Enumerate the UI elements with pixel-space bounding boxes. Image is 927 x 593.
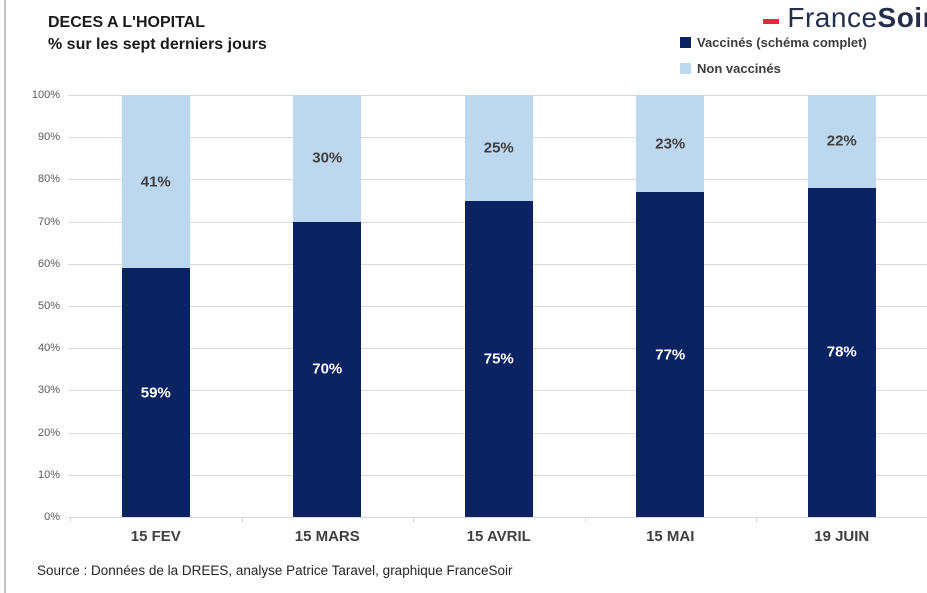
y-axis-tick-label: 70%: [37, 215, 60, 228]
y-axis-tick-label: 50%: [37, 300, 60, 312]
legend-item: Vaccinés (schéma complet): [680, 34, 867, 50]
bar-value-label-non-vaccines: 30%: [312, 149, 343, 167]
gridline: [68, 517, 927, 518]
y-axis-tick-label: 80%: [37, 173, 60, 186]
bar-segment-non-vaccines: [293, 95, 362, 222]
y-axis-tick-label: 60%: [37, 257, 60, 270]
y-axis-tick-label: 0%: [44, 511, 60, 523]
x-axis-tick-mark: [70, 517, 71, 522]
bar-segment-vaccines: [807, 187, 876, 517]
bar-value-label-vaccines: 78%: [826, 343, 857, 361]
x-axis-category-label: 15 MARS: [294, 528, 360, 545]
bar-segment-non-vaccines: [636, 95, 705, 193]
bar-value-label-non-vaccines: 23%: [655, 135, 686, 153]
x-axis-tick-mark: [413, 517, 414, 522]
bar-value-label-vaccines: 59%: [140, 384, 171, 401]
chart-title-block: DECES A L'HOPITAL % sur les sept dernier…: [48, 12, 267, 56]
x-axis-tick-mark: [756, 517, 757, 522]
bar-value-label-vaccines: 75%: [483, 350, 514, 368]
legend-swatch: [680, 36, 691, 48]
logo-dash-icon: [763, 19, 780, 24]
x-axis-category-label: 15 FEV: [130, 528, 181, 545]
legend-item: Non vaccinés: [680, 60, 867, 76]
bar-value-label-non-vaccines: 22%: [826, 132, 857, 150]
chart-subtitle: % sur les sept derniers jours: [48, 36, 267, 53]
y-axis-tick-label: 10%: [37, 468, 60, 481]
y-axis-tick-label: 90%: [37, 131, 60, 144]
x-axis-tick-mark: [241, 517, 243, 522]
bar-segment-vaccines: [636, 192, 705, 517]
legend-swatch: [680, 62, 691, 74]
francesoir-logo: FranceSoir: [763, 2, 927, 34]
legend-label: Vaccinés (schéma complet): [697, 34, 867, 50]
source-note: Source : Données de la DREES, analyse Pa…: [37, 563, 513, 578]
bar-value-label-non-vaccines: 25%: [483, 139, 514, 157]
bar-segment-non-vaccines: [807, 95, 876, 188]
x-axis-tick-mark: [584, 517, 586, 522]
x-axis-category-label: 19 JUIN: [814, 528, 870, 545]
legend-label: Non vaccinés: [697, 60, 781, 76]
x-axis-category-label: 15 MAI: [646, 528, 695, 545]
left-border-line: [4, 0, 6, 593]
bar-segment-non-vaccines: [464, 95, 533, 201]
logo-text-regular: France: [787, 2, 878, 33]
y-axis-tick-label: 40%: [37, 342, 60, 355]
y-axis-tick-label: 20%: [37, 426, 60, 439]
bar-segment-vaccines: [293, 221, 362, 517]
logo-text-bold: Soir: [877, 2, 927, 33]
bar-segment-vaccines: [464, 200, 533, 517]
y-axis-tick-label: 30%: [37, 384, 60, 397]
bar-segment-vaccines: [121, 268, 190, 517]
y-axis-tick-label: 100%: [31, 89, 60, 101]
chart-title: DECES A L'HOPITAL: [48, 14, 205, 31]
bar-value-label-non-vaccines: 41%: [140, 173, 171, 190]
chart-legend: Vaccinés (schéma complet) Non vaccinés: [680, 34, 867, 86]
bar-value-label-vaccines: 70%: [312, 360, 343, 378]
bar-segment-non-vaccines: [121, 95, 190, 269]
bar-value-label-vaccines: 77%: [655, 346, 686, 364]
x-axis-category-label: 15 AVRIL: [466, 528, 531, 545]
